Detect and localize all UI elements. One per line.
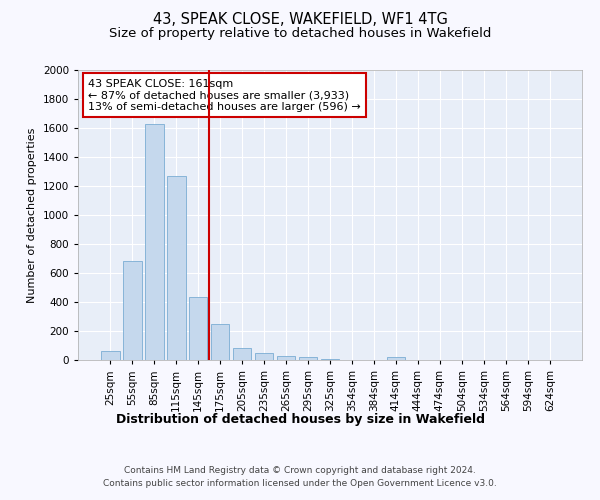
Text: Contains HM Land Registry data © Crown copyright and database right 2024.
Contai: Contains HM Land Registry data © Crown c… [103,466,497,487]
Bar [299,357,317,360]
Bar [123,262,142,360]
Text: 43, SPEAK CLOSE, WAKEFIELD, WF1 4TG: 43, SPEAK CLOSE, WAKEFIELD, WF1 4TG [152,12,448,28]
Bar [211,324,229,360]
Bar [189,297,208,360]
Text: 43 SPEAK CLOSE: 161sqm
← 87% of detached houses are smaller (3,933)
13% of semi-: 43 SPEAK CLOSE: 161sqm ← 87% of detached… [88,78,361,112]
Bar [233,348,251,360]
Bar [277,356,295,360]
Bar [255,354,274,360]
Bar [386,357,405,360]
Text: Size of property relative to detached houses in Wakefield: Size of property relative to detached ho… [109,28,491,40]
Bar [101,352,119,360]
Bar [320,358,340,360]
Bar [145,124,164,360]
Y-axis label: Number of detached properties: Number of detached properties [27,128,37,302]
Text: Distribution of detached houses by size in Wakefield: Distribution of detached houses by size … [115,412,485,426]
Bar [167,176,185,360]
